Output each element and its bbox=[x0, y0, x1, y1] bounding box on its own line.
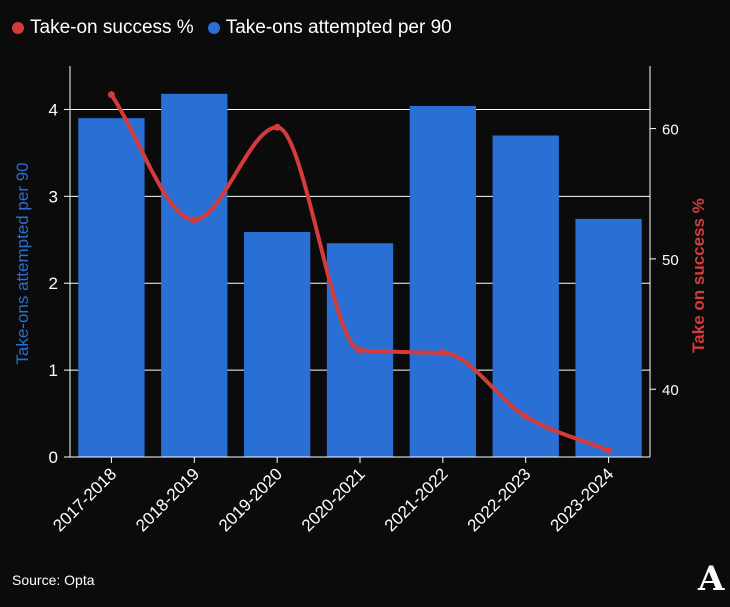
y-tick-label: 3 bbox=[49, 187, 58, 206]
success-point bbox=[439, 349, 447, 357]
y-tick-label: 2 bbox=[49, 274, 58, 293]
x-tick-label: 2017-2018 bbox=[49, 464, 120, 535]
success-point bbox=[605, 446, 613, 454]
x-tick-label: 2020-2021 bbox=[298, 464, 369, 535]
y2-tick-label: 50 bbox=[662, 252, 679, 269]
bar bbox=[244, 231, 311, 457]
bar bbox=[409, 105, 476, 458]
bar bbox=[78, 118, 145, 457]
x-tick-label: 2023-2024 bbox=[546, 464, 617, 535]
x-tick-label: 2019-2020 bbox=[215, 464, 286, 535]
source-note: Source: Opta bbox=[12, 572, 95, 588]
legend: Take-on success % Take-ons attempted per… bbox=[12, 14, 452, 42]
legend-item-attempted: Take-ons attempted per 90 bbox=[207, 17, 452, 39]
x-tick-label: 2018-2019 bbox=[132, 464, 203, 535]
legend-label-success: Take-on success % bbox=[30, 17, 194, 38]
legend-item-success: Take-on success % bbox=[12, 17, 194, 39]
success-point bbox=[190, 216, 198, 224]
y2-tick-label: 60 bbox=[662, 122, 679, 139]
legend-swatch-attempted bbox=[207, 22, 220, 34]
x-tick-label: 2021-2022 bbox=[381, 464, 452, 535]
legend-swatch-success bbox=[12, 22, 24, 34]
athletic-logo: A bbox=[698, 559, 725, 599]
y-tick-label: 1 bbox=[49, 361, 58, 380]
legend-label-attempted: Take-ons attempted per 90 bbox=[225, 17, 452, 38]
success-point bbox=[273, 123, 281, 131]
x-tick-label: 2022-2023 bbox=[464, 464, 535, 535]
y2-axis-title: Take on success % bbox=[689, 198, 708, 353]
bar bbox=[161, 93, 228, 457]
bar bbox=[492, 135, 559, 457]
success-point bbox=[522, 413, 530, 421]
success-point bbox=[356, 346, 364, 354]
y2-tick-label: 40 bbox=[662, 382, 679, 399]
bar bbox=[575, 218, 642, 457]
y-tick-label: 4 bbox=[49, 100, 58, 119]
success-point bbox=[107, 91, 115, 99]
y-tick-label: 0 bbox=[49, 448, 58, 467]
y-axis-title: Take-ons attempted per 90 bbox=[13, 162, 32, 364]
